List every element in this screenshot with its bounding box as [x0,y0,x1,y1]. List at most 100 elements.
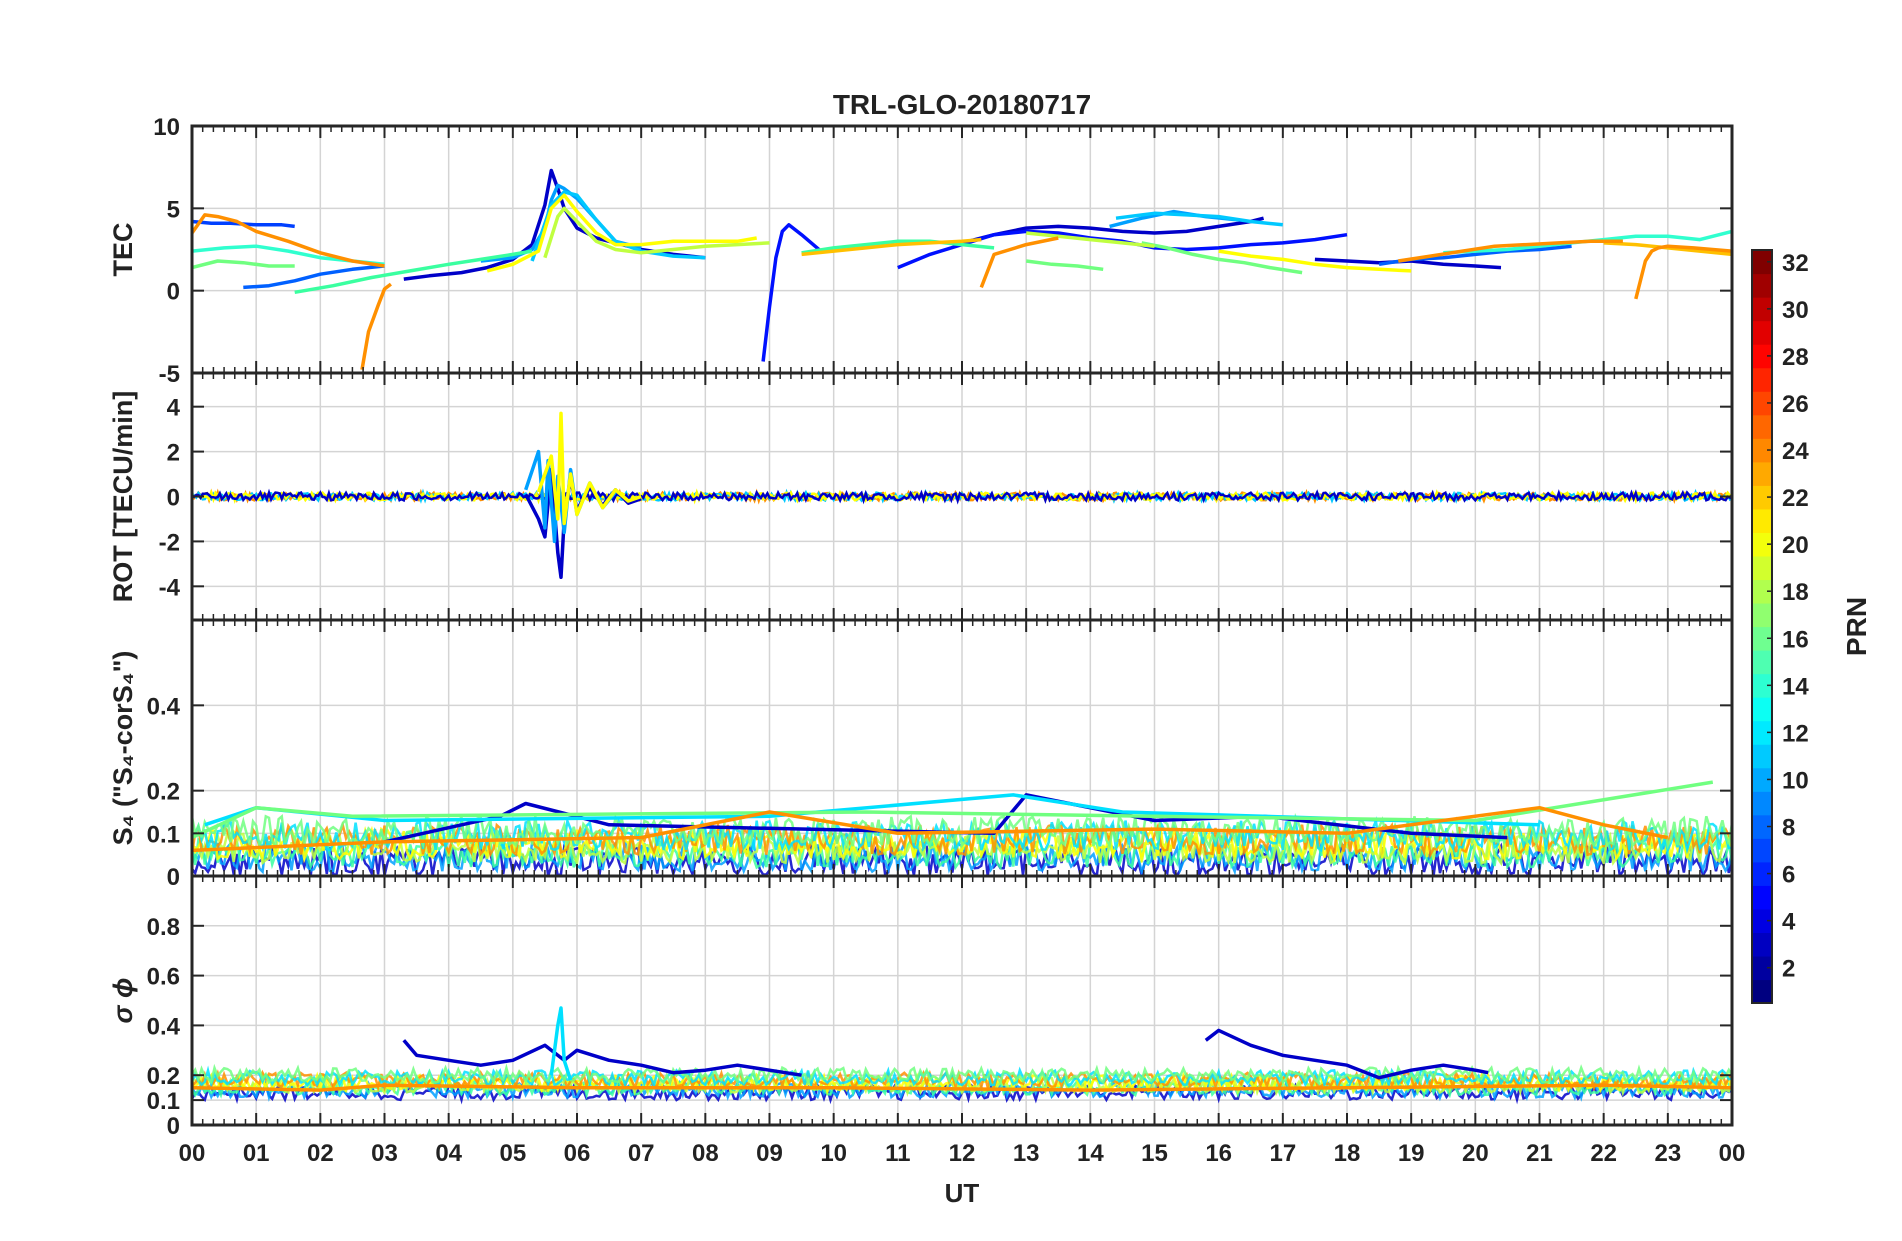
colorbar-tick-label: 26 [1782,391,1809,418]
series-line-prn-5 [897,229,1348,270]
x-tick-label: 20 [1462,1140,1489,1167]
x-tick-label: 04 [435,1140,462,1167]
x-tick-label: 11 [885,1140,910,1167]
colorbar-segment [1752,955,1772,981]
colorbar-segment [1752,579,1772,604]
colorbar-frame [1751,249,1773,1004]
series-line-prn-11 [1115,211,1283,227]
series-line-prn-20 [486,193,757,273]
colorbar-segment [1752,250,1772,275]
colorbar-segment [1752,932,1772,957]
colorbar-tick-label: 24 [1782,438,1809,465]
colorbar-tick-label: 2 [1782,956,1795,983]
series-line-prn-23 [192,805,1669,853]
rot-baseline-trace [192,488,1732,505]
x-tick-label: 17 [1269,1140,1296,1167]
series-layer [192,168,1732,1092]
x-tick-label: 00 [1719,1140,1746,1167]
colorbar-tick-label: 6 [1782,862,1795,889]
colorbar-segment [1752,391,1772,416]
y-axis-label: S₄ ("S₄-corS₄") [108,651,138,846]
colorbar-tick-label: 12 [1782,720,1809,747]
colorbar-segment [1752,297,1772,322]
colorbar-segment [1752,673,1772,698]
colorbar-segment [1752,367,1772,392]
colorbar-segment [1752,626,1772,651]
x-tick-label: 02 [307,1140,334,1167]
colorbar-segment [1752,838,1772,863]
series-line-prn-16 [1141,241,1303,275]
colorbar-segment [1752,767,1772,792]
colorbar-segment [1752,532,1772,557]
y-axis-label: TEC [108,223,138,277]
x-tick-label: 07 [628,1140,655,1167]
colorbar-tick-label: 14 [1782,673,1809,700]
series-line-prn-3 [1204,1028,1489,1080]
series-line-prn-23 [360,282,392,370]
y-tick-label: -5 [159,361,180,388]
colorbar-segment [1752,979,1772,1004]
x-tick-label: 13 [1013,1140,1040,1167]
colorbar-segment [1752,814,1772,839]
colorbar-segment [1752,650,1772,675]
x-tick-label: 16 [1205,1140,1232,1167]
y-tick-label: 2 [167,440,180,467]
x-axis-label: UT [945,1178,980,1208]
series-line-prn-15 [801,239,995,255]
series-line-prn-16 [1025,259,1104,272]
x-tick-label: 06 [564,1140,591,1167]
y-tick-label: 0.2 [147,779,180,806]
series-line-prn-16 [192,259,295,270]
chart-title: TRL-GLO-20180717 [833,89,1091,120]
y-tick-label: 4 [167,395,181,422]
y-tick-label: 0 [167,485,180,512]
series-line-prn-3 [961,216,1265,245]
y-tick-label: 0.1 [147,1088,180,1115]
y-tick-label: 10 [153,114,180,141]
colorbar-segment [1752,908,1772,934]
series-line-prn-23 [1398,239,1623,263]
colorbar-segment [1752,320,1772,345]
series-line-prn-11 [530,190,706,262]
colorbar-tick-label: 30 [1782,297,1809,324]
x-tick-label: 08 [692,1140,719,1167]
colorbar-tick-label: 4 [1782,909,1796,936]
y-tick-label: 0.1 [147,821,180,848]
colorbar-tick-label: 8 [1782,815,1795,842]
colorbar-segment [1752,697,1772,722]
colorbar-segment [1752,414,1772,439]
series-line-prn-20 [1218,249,1412,273]
series-line-prn-18 [543,206,770,259]
colorbar-segment [1752,791,1772,816]
y-tick-label: 0.2 [147,1063,180,1090]
x-tick-label: 09 [756,1140,783,1167]
x-tick-label: 15 [1141,1140,1168,1167]
colorbar-segment [1752,344,1772,369]
colorbar-segment [1752,885,1772,910]
y-tick-label: 0 [167,1113,180,1140]
colorbar-segment [1752,720,1772,745]
x-tick-label: 18 [1334,1140,1361,1167]
x-tick-label: 19 [1398,1140,1425,1167]
x-tick-label: 22 [1590,1140,1617,1167]
colorbar-segment [1752,744,1772,769]
y-axis-label: ROT [TECU/min] [108,391,138,602]
colorbar-segment [1752,555,1772,581]
x-tick-label: 01 [243,1140,270,1167]
colorbar-tick-label: 28 [1782,344,1809,371]
series-line-prn-23 [192,213,385,268]
series-line-prn-20 [536,411,642,526]
series-line-prn-16 [192,780,1714,840]
noise-trace [192,1065,1732,1090]
x-tick-label: 00 [179,1140,206,1167]
colorbar-segment [1752,508,1772,533]
colorbar-tick-label: 20 [1782,532,1809,559]
x-tick-label: 21 [1526,1140,1553,1167]
series-line-prn-23 [1634,244,1732,300]
series-line-prn-12 [549,1006,573,1081]
y-tick-label: 0 [167,864,180,891]
